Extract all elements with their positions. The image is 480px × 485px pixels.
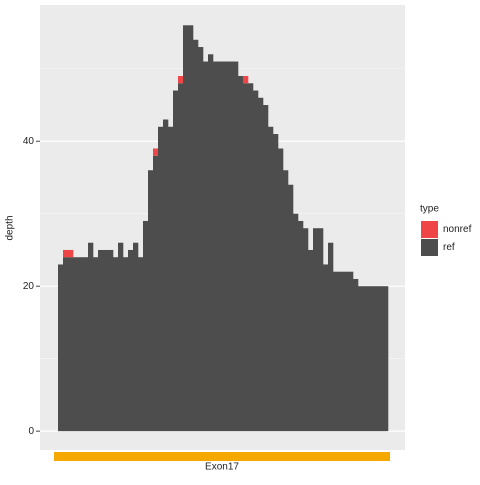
bar-segment	[83, 257, 89, 432]
bar-segment	[233, 61, 239, 432]
bar-segment	[318, 228, 324, 432]
bar-segment	[303, 228, 309, 432]
bar-segment	[63, 257, 69, 432]
bar-segment	[268, 126, 274, 432]
bar-segment	[58, 264, 64, 432]
bar-segment	[153, 148, 159, 156]
bar-segment	[243, 83, 249, 432]
bar-segment	[163, 119, 169, 432]
bar-segment	[138, 257, 144, 432]
bar-segment	[198, 47, 204, 432]
bar-segment	[323, 264, 329, 432]
bar-segment	[203, 61, 209, 432]
bar-segment	[288, 184, 294, 432]
bar-segment	[333, 271, 339, 432]
bar-segment	[343, 271, 349, 432]
bar-segment	[63, 249, 69, 258]
bar-segment	[293, 213, 299, 432]
bar-segment	[93, 257, 99, 432]
bar-segment	[223, 61, 229, 432]
bar-segment	[73, 257, 79, 432]
bar-segment	[308, 249, 314, 432]
bar-segment	[353, 278, 359, 432]
bar-segment	[358, 286, 364, 432]
bar-segment	[328, 242, 334, 432]
y-tick-label: 20	[23, 281, 35, 292]
bar-segment	[213, 61, 219, 432]
exon-band	[54, 452, 390, 461]
y-tick-label: 0	[28, 426, 34, 437]
y-tick-label: 40	[23, 136, 35, 147]
bar-segment	[278, 148, 284, 432]
bar-segment	[98, 249, 104, 432]
bar-segment	[108, 249, 114, 432]
y-axis-label: depth	[5, 215, 16, 240]
bar-segment	[88, 242, 94, 432]
bar-segment	[188, 25, 194, 432]
bar-segment	[348, 271, 354, 432]
bar-segment	[68, 257, 74, 432]
bar-segment	[133, 242, 139, 432]
bar-segment	[228, 61, 234, 432]
bar-segment	[78, 257, 84, 432]
bar-segment	[243, 76, 249, 84]
bar-segment	[158, 126, 164, 432]
bar-segment	[273, 134, 279, 432]
bar-segment	[178, 83, 184, 432]
bar-segment	[193, 39, 199, 432]
bar-segment	[118, 242, 124, 432]
x-axis-label: Exon17	[205, 462, 239, 473]
bar-segment	[248, 83, 254, 432]
bar-segment	[363, 286, 369, 432]
legend-label: nonref	[443, 224, 472, 235]
bar-segment	[298, 220, 304, 432]
legend-title: type	[420, 204, 439, 215]
bar-segment	[283, 170, 289, 432]
bar-segment	[208, 54, 214, 432]
bar-segment	[128, 249, 134, 432]
bar-segment	[378, 286, 384, 432]
bar-segment	[143, 220, 149, 432]
legend-swatch	[421, 239, 438, 256]
bar-segment	[253, 90, 259, 432]
bar-segment	[368, 286, 374, 432]
bar-segment	[238, 76, 244, 432]
bar-segment	[103, 249, 109, 432]
bar-segment	[218, 61, 224, 432]
bar-segment	[258, 97, 264, 432]
bar-segment	[68, 249, 74, 258]
bar-segment	[178, 76, 184, 84]
bar-segment	[113, 257, 119, 432]
bar-segment	[383, 286, 389, 432]
bar-segment	[313, 228, 319, 432]
bar-segment	[183, 25, 189, 432]
legend-swatch	[421, 221, 438, 238]
bar-segment	[123, 257, 129, 432]
bar-segment	[148, 170, 154, 432]
bar-segment	[263, 105, 269, 432]
bar-segment	[168, 126, 174, 432]
bar-segment	[338, 271, 344, 432]
bar-segment	[373, 286, 379, 432]
legend-label: ref	[443, 242, 455, 253]
bar-segment	[153, 155, 159, 432]
bar-segment	[173, 90, 179, 432]
